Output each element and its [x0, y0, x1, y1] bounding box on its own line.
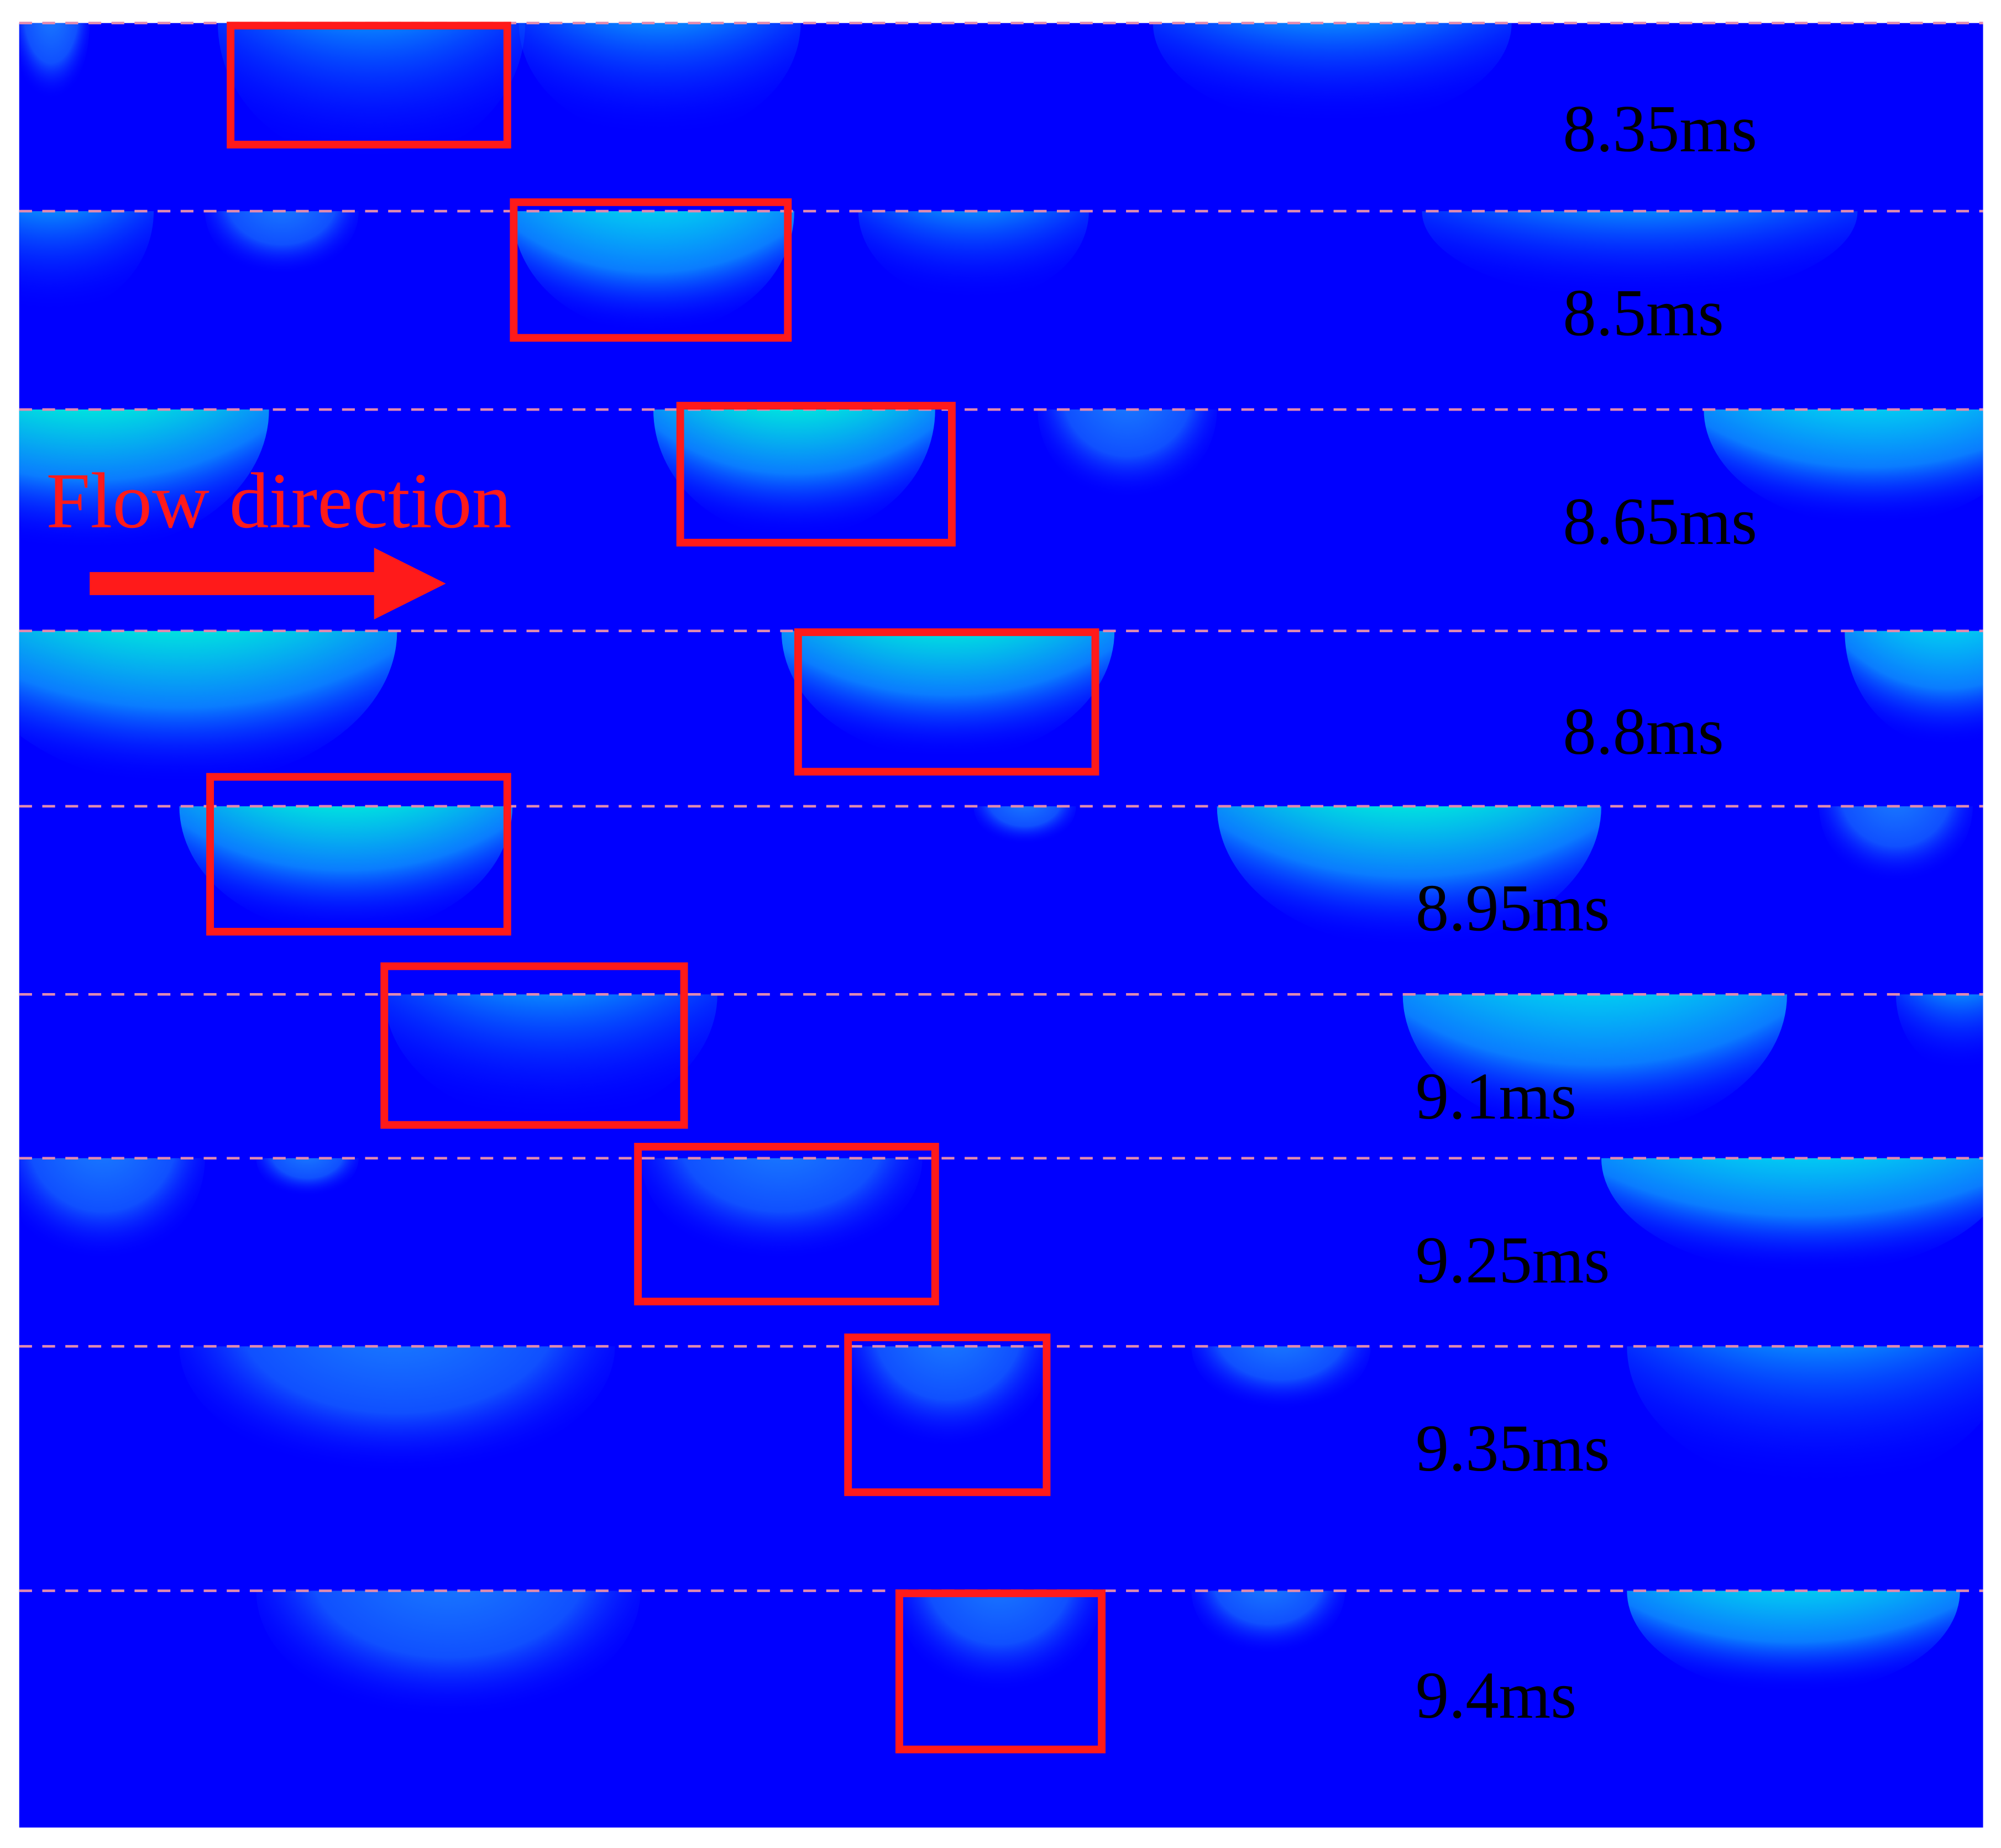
time-label: 8.35ms — [1563, 92, 1757, 166]
frame-contours — [19, 631, 1983, 785]
contour-blob — [518, 23, 801, 139]
flow-arrow-shaft — [90, 572, 385, 595]
contour-blob — [256, 1590, 641, 1719]
contour-blob — [19, 1158, 205, 1261]
contour-blob — [179, 1346, 615, 1474]
contour-blob — [19, 211, 154, 314]
contour-blob — [19, 23, 90, 100]
contour-blob — [845, 1346, 1051, 1449]
contour-blob — [1627, 1346, 1983, 1487]
contours — [19, 23, 1983, 1719]
frame-contours — [19, 1158, 1983, 1274]
contour-blob — [1845, 631, 1983, 747]
frame-contours — [19, 410, 1983, 550]
frame-contours — [179, 806, 1973, 947]
contour-blob — [1704, 410, 1983, 525]
frame-contours — [19, 23, 1512, 164]
contour-blob — [218, 23, 526, 164]
time-labels: 8.35ms 8.5ms 8.65ms 8.8ms 8.95ms 9.1ms 9.25ms 9… — [1416, 92, 1757, 1732]
contour-blob — [1627, 1590, 1960, 1693]
time-label: 9.25ms — [1416, 1224, 1610, 1297]
time-label: 9.35ms — [1416, 1412, 1610, 1485]
highlight-box — [634, 1143, 939, 1306]
contour-blob — [1895, 994, 1983, 1072]
time-label: 8.65ms — [1563, 485, 1757, 559]
contour-blob — [205, 211, 359, 275]
frame-contours — [179, 1346, 1983, 1487]
contour-blob — [640, 1158, 923, 1261]
highlight-box — [844, 1334, 1051, 1497]
contour-blob — [1191, 1346, 1371, 1410]
frame-contours — [19, 211, 1858, 333]
frame-contours — [384, 994, 1983, 1136]
highlight-box — [227, 22, 511, 149]
highlight-box — [895, 1589, 1106, 1754]
time-label: 8.95ms — [1416, 872, 1610, 946]
frame-contours — [256, 1590, 1960, 1719]
contour-blob — [1153, 23, 1512, 125]
contour-blob — [512, 211, 794, 333]
contour-blob — [653, 410, 935, 538]
highlight-boxes — [206, 22, 1106, 1754]
highlight-box — [510, 198, 792, 342]
flow-label: Flow direction — [46, 457, 511, 545]
contour-blob — [1038, 410, 1217, 500]
highlight-box — [206, 773, 511, 936]
contour-blob — [973, 806, 1076, 845]
time-label: 9.4ms — [1416, 1659, 1576, 1733]
contour-blob — [858, 211, 1089, 301]
contour-blob — [1217, 806, 1601, 947]
highlight-box — [380, 962, 688, 1129]
contour-blob — [19, 631, 397, 785]
contour-blob — [19, 410, 269, 550]
highlight-box — [676, 402, 956, 547]
contour-blob — [1422, 211, 1858, 301]
flow-arrow-head — [374, 548, 446, 620]
contour-blob — [256, 1158, 359, 1197]
contour-blob — [1402, 994, 1787, 1136]
contour-blob — [384, 994, 717, 1122]
time-label: 8.8ms — [1563, 695, 1724, 769]
contour-blob — [897, 1590, 1102, 1693]
time-label: 8.5ms — [1563, 277, 1724, 350]
contour-blob — [1819, 806, 1973, 883]
time-label: 9.1ms — [1416, 1060, 1576, 1133]
contour-blob — [1601, 1158, 1983, 1274]
contour-blob — [781, 631, 1115, 759]
contour-blob — [179, 806, 512, 935]
highlight-box — [794, 628, 1099, 776]
contour-blob — [1191, 1590, 1345, 1655]
